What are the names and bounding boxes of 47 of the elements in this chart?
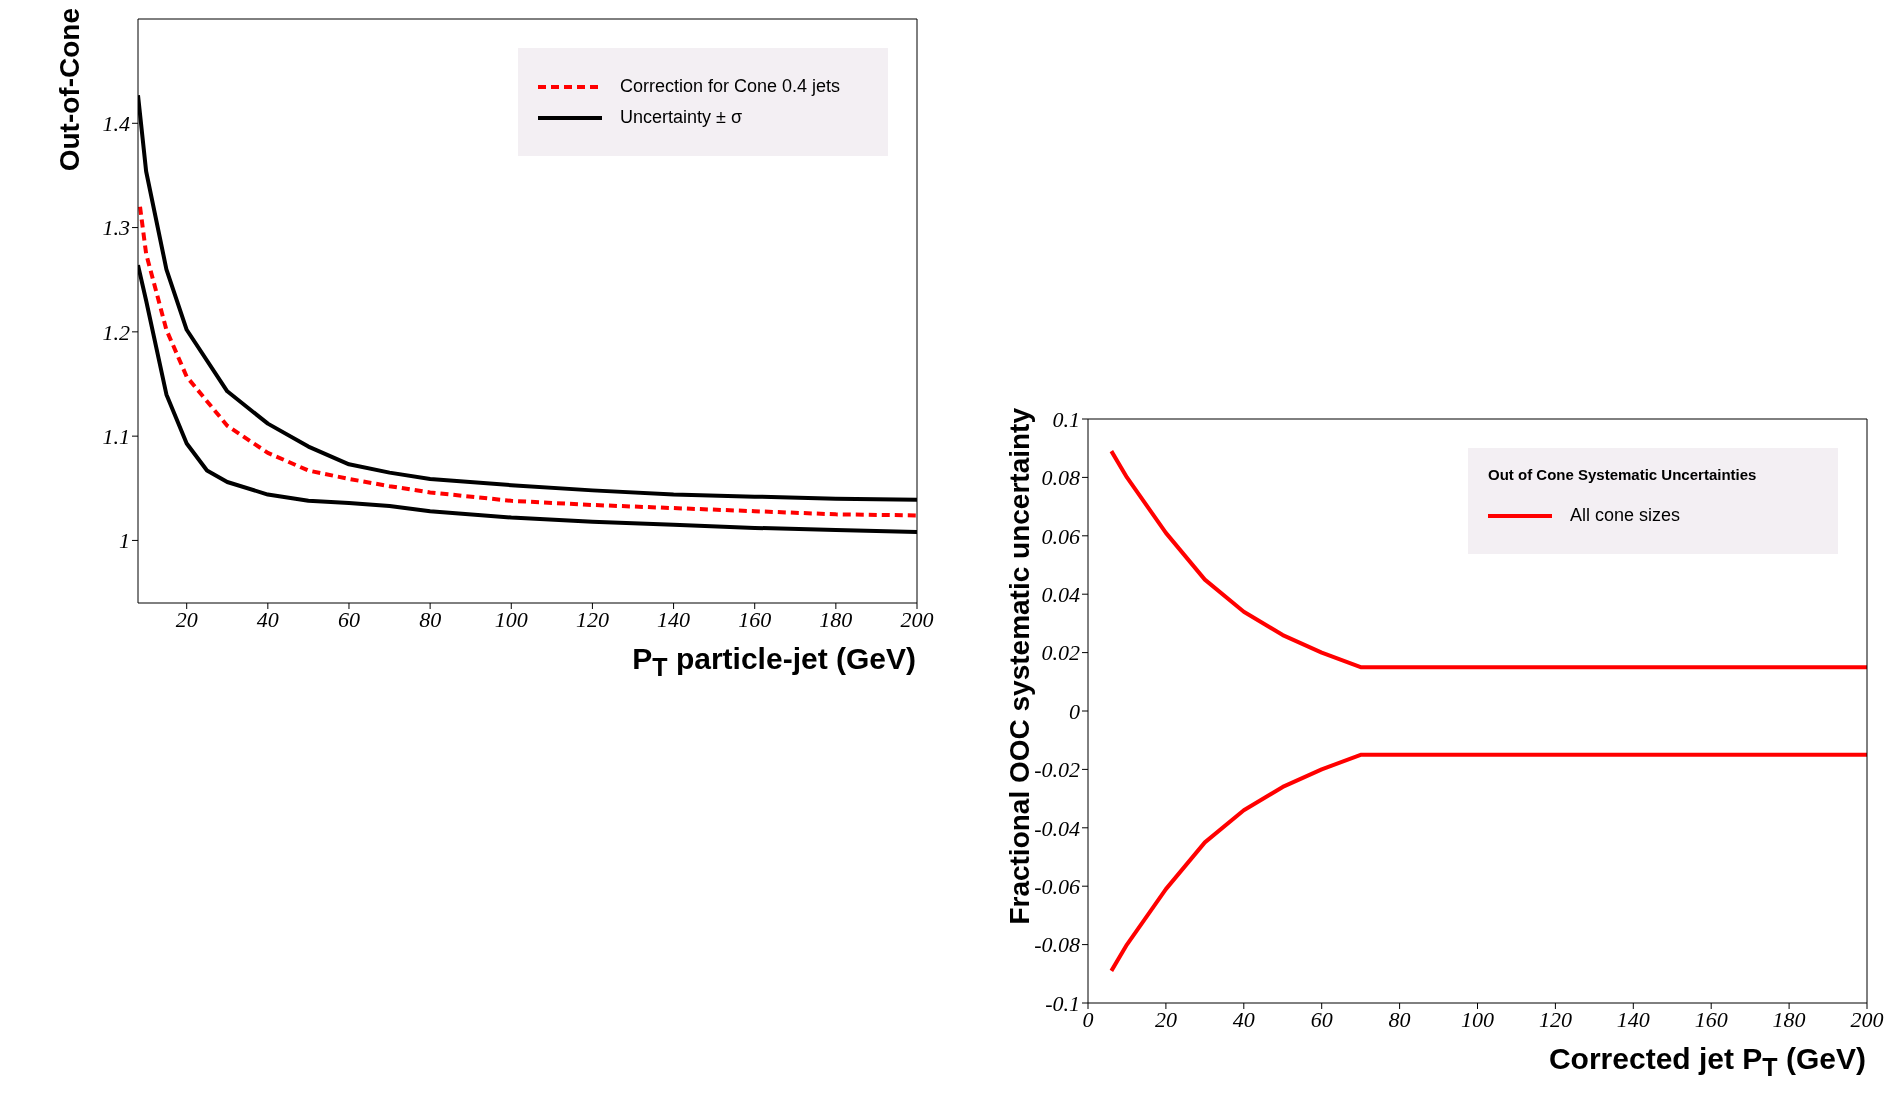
x-axis-title: P$_{T}$ particle-jet (GeV) bbox=[632, 642, 916, 682]
x-tick-label: 80 bbox=[1388, 1006, 1411, 1032]
x-tick-label: 180 bbox=[819, 606, 853, 632]
legend: Out of Cone Systematic Uncertainties All cone sizes bbox=[1468, 448, 1838, 554]
y-tick-label: 0 bbox=[1069, 698, 1080, 724]
line-series bbox=[1109, 449, 1867, 670]
legend-title: Out of Cone Systematic Uncertainties bbox=[1488, 466, 1758, 483]
legend-label: Uncertainty ± σ bbox=[620, 107, 743, 128]
legend-label: All cone sizes bbox=[1570, 505, 1681, 526]
x-tick-label: 180 bbox=[1772, 1006, 1806, 1032]
y-tick-label: 0.08 bbox=[1041, 465, 1080, 491]
line-series bbox=[138, 204, 917, 518]
x-tick-label: 100 bbox=[1461, 1006, 1494, 1032]
x-tick-label: 200 bbox=[1850, 1006, 1884, 1032]
x-tick-label: 140 bbox=[1616, 1006, 1650, 1032]
y-tick-label: -0.08 bbox=[1034, 932, 1080, 958]
legend-label: Correction for Cone 0.4 jets bbox=[620, 76, 841, 97]
x-tick-label: 120 bbox=[575, 606, 609, 632]
x-tick-label: 120 bbox=[1538, 1006, 1572, 1032]
y-tick-label: 0.1 bbox=[1052, 406, 1080, 432]
x-tick-label: 60 bbox=[1310, 1006, 1333, 1032]
x-tick-label: 100 bbox=[494, 606, 528, 632]
line-series bbox=[1109, 752, 1867, 973]
x-tick-label: 160 bbox=[1694, 1006, 1728, 1032]
y-tick-label: -0.02 bbox=[1034, 757, 1080, 783]
y-tick-label: -0.06 bbox=[1034, 874, 1080, 900]
y-tick-label: 0.04 bbox=[1041, 582, 1080, 608]
y-tick-label: 1 bbox=[119, 528, 130, 554]
x-tick-label: 80 bbox=[419, 606, 442, 632]
x-tick-label: 20 bbox=[1154, 1006, 1177, 1032]
x-tick-label: 20 bbox=[175, 606, 198, 632]
x-tick-label: 40 bbox=[256, 606, 279, 632]
y-tick-label: 1.2 bbox=[102, 319, 130, 345]
x-tick-label: 160 bbox=[738, 606, 772, 632]
x-tick-label: 60 bbox=[337, 606, 360, 632]
y-tick-label: -0.04 bbox=[1034, 815, 1080, 841]
y-tick-label: 1.3 bbox=[102, 215, 130, 241]
y-tick-label: 0.06 bbox=[1041, 523, 1080, 549]
y-tick-label: 1.1 bbox=[102, 423, 130, 449]
y-axis-title: Out-of-Cone bbox=[53, 8, 86, 172]
x-tick-label: 140 bbox=[657, 606, 691, 632]
y-tick-label: 0.02 bbox=[1041, 640, 1080, 666]
y-tick-label: -0.1 bbox=[1045, 990, 1080, 1016]
x-axis-title: Corrected jet P$_{T}$ (GeV) bbox=[1548, 1042, 1866, 1082]
y-tick-label: 1.4 bbox=[102, 111, 130, 137]
x-tick-label: 40 bbox=[1232, 1006, 1255, 1032]
x-tick-label: 200 bbox=[900, 606, 934, 632]
